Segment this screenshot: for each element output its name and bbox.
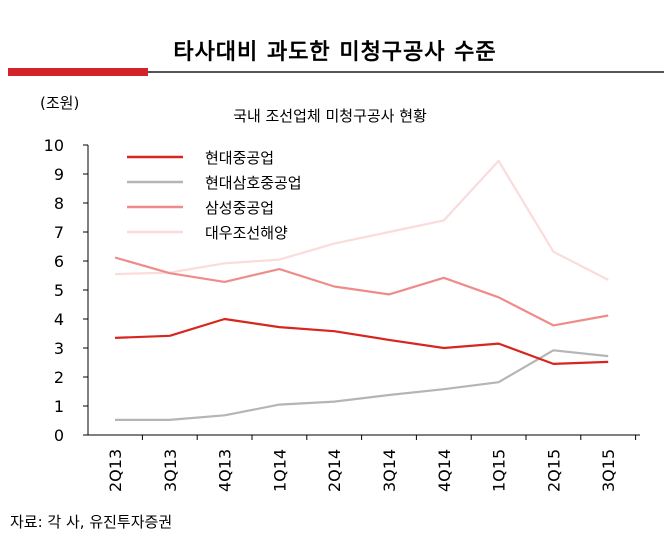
y-tick-label: 3 — [54, 339, 64, 358]
y-tick-label: 0 — [54, 426, 64, 445]
chart-axes: 0 1 2 3 4 5 6 7 8 9 10 2Q13 3Q13 4Q13 1Q14 2Q14 3Q14 4Q14… — [44, 136, 640, 492]
legend-label: 삼성중공업 — [205, 199, 274, 217]
source-note: 자료: 각 사, 유진투자증권 — [10, 513, 173, 531]
y-axis-unit-label: (조원) — [40, 94, 79, 112]
x-tick-label: 3Q13 — [161, 449, 180, 492]
y-tick-label: 5 — [54, 281, 64, 300]
series-line-2 — [115, 349, 609, 421]
x-tick-label: 3Q14 — [380, 449, 399, 492]
x-tick-label: 1Q15 — [490, 449, 509, 492]
legend-label: 현대삼호중공업 — [205, 174, 302, 192]
y-tick-label: 1 — [54, 397, 64, 416]
series-line-3 — [114, 256, 609, 327]
x-tick-label: 2Q15 — [544, 449, 563, 492]
x-tick-label: 4Q13 — [216, 449, 235, 492]
title-rule-accent — [8, 68, 148, 76]
series-line-1 — [114, 317, 609, 365]
x-tick-label: 3Q15 — [599, 449, 618, 492]
x-tick-label: 2Q14 — [325, 449, 344, 492]
line-chart: (조원) 국내 조선업체 미청구공사 현황 0 1 2 3 4 5 6 7 8 9 10 2Q13 3Q… — [40, 94, 640, 492]
y-tick-label: 10 — [44, 136, 64, 155]
y-tick-label: 7 — [54, 223, 64, 242]
y-tick-label: 8 — [54, 194, 64, 213]
y-tick-label: 6 — [54, 252, 64, 271]
y-tick-label: 4 — [54, 310, 64, 329]
x-tick-label: 1Q14 — [270, 449, 289, 492]
chart-title: 국내 조선업체 미청구공사 현황 — [233, 107, 427, 125]
x-tick-label: 4Q14 — [435, 449, 454, 492]
legend-label: 현대중공업 — [205, 149, 274, 167]
series-line-4 — [114, 159, 609, 281]
chart-series-lines — [114, 159, 609, 421]
title-rule — [148, 71, 664, 73]
page-title: 타사대비 과도한 미청구공사 수준 — [173, 40, 497, 65]
x-tick-label: 2Q13 — [106, 449, 125, 492]
legend-label: 대우조선해양 — [205, 224, 288, 242]
y-tick-label: 9 — [54, 165, 64, 184]
y-tick-label: 2 — [54, 368, 64, 387]
